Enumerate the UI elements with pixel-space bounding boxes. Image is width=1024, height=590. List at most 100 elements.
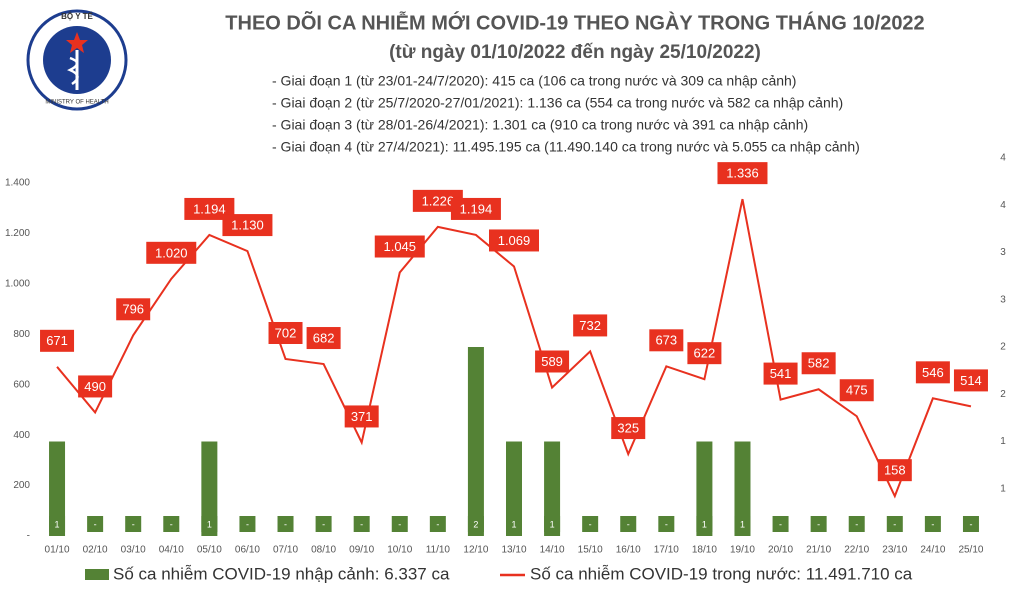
- bar-value-label: -: [284, 519, 287, 529]
- value-label-bg: [353, 516, 370, 532]
- line-value-label: 475: [846, 383, 868, 398]
- value-label-bg: [877, 459, 912, 482]
- line-value-label: 1.226: [422, 193, 455, 208]
- y2-tick-label: 2: [1000, 389, 1006, 400]
- bar-value-label: -: [589, 519, 592, 529]
- value-label-bg: [506, 516, 522, 532]
- x-tick-label: 16/10: [616, 545, 641, 556]
- value-label-bg: [163, 516, 180, 532]
- value-label-bg: [239, 516, 256, 532]
- value-label-bg: [573, 314, 608, 337]
- note: - Giai đoạn 3 (từ 28/01-26/4/2021): 1.30…: [272, 117, 808, 133]
- value-label-bg: [848, 516, 865, 532]
- value-label-bg: [268, 321, 303, 344]
- line-value-label: 541: [770, 366, 792, 381]
- x-tick-label: 01/10: [45, 545, 70, 556]
- value-label-bg: [924, 516, 941, 532]
- line-value-label: 589: [541, 354, 563, 369]
- value-label-bg: [734, 516, 751, 532]
- x-tick-label: 09/10: [349, 545, 374, 556]
- y-tick-label: 1.400: [5, 178, 30, 189]
- line-value-label: 582: [808, 356, 830, 371]
- value-label-bg: [717, 162, 768, 185]
- x-tick-label: 19/10: [730, 545, 755, 556]
- y2-tick-label: 4: [1000, 200, 1006, 211]
- bar-value-label: 1: [511, 519, 516, 529]
- value-label-bg: [658, 516, 675, 532]
- x-tick-label: 25/10: [958, 545, 983, 556]
- bar-value-label: 1: [55, 519, 60, 529]
- value-label-bg: [772, 516, 789, 532]
- bar: [467, 347, 484, 536]
- value-label-bg: [78, 375, 113, 398]
- legend-label: Số ca nhiễm COVID-19 nhập cảnh: 6.337 ca: [113, 564, 450, 583]
- value-label-bg: [450, 197, 501, 220]
- x-tick-label: 03/10: [121, 545, 146, 556]
- value-label-bg: [915, 361, 950, 384]
- bar-value-label: -: [665, 519, 668, 529]
- line-value-label: 1.020: [155, 245, 188, 260]
- value-label-bg: [801, 352, 836, 375]
- bar-value-label: -: [627, 519, 630, 529]
- bar-value-label: -: [779, 519, 782, 529]
- bar-value-label: -: [132, 519, 135, 529]
- legend-swatch: [85, 569, 109, 580]
- value-label-bg: [412, 189, 463, 212]
- x-tick-label: 11/10: [426, 545, 451, 556]
- x-tick-label: 12/10: [463, 545, 488, 556]
- value-label-bg: [40, 329, 75, 352]
- line-value-label: 682: [313, 330, 335, 345]
- value-label-bg: [184, 197, 235, 220]
- chart-subtitle: (từ ngày 01/10/2022 đến ngày 25/10/2022): [389, 42, 761, 63]
- logo: BỘ Y TẾ MINISTRY OF HEALTH: [26, 9, 128, 111]
- y-tick-label: 400: [13, 430, 30, 441]
- value-label-bg: [87, 516, 104, 532]
- value-label-bg: [49, 516, 66, 532]
- y-tick-label: 800: [13, 329, 30, 340]
- x-tick-label: 17/10: [654, 545, 679, 556]
- value-label-bg: [839, 379, 874, 402]
- value-label-bg: [535, 350, 570, 373]
- value-label-bg: [886, 516, 903, 532]
- bar: [544, 441, 561, 536]
- value-label-bg: [201, 516, 218, 532]
- line-value-label: 1.045: [383, 239, 416, 254]
- y-tick-label: -: [27, 531, 30, 542]
- logo-text: MINISTRY OF HEALTH: [45, 100, 108, 106]
- value-label-bg: [391, 516, 408, 532]
- note: - Giai đoạn 4 (từ 27/4/2021): 11.495.195…: [272, 139, 860, 155]
- x-tick-label: 05/10: [197, 545, 222, 556]
- line-value-label: 514: [960, 373, 982, 388]
- value-label-bg: [222, 214, 273, 237]
- y2-tick-label: 4: [1000, 153, 1006, 164]
- value-label-bg: [116, 298, 151, 321]
- x-tick-label: 22/10: [844, 545, 869, 556]
- x-tick-label: 13/10: [501, 545, 526, 556]
- line-value-label: 1.194: [460, 201, 493, 216]
- note: - Giai đoạn 2 (từ 25/7/2020-27/01/2021):…: [272, 95, 843, 111]
- bar: [506, 441, 522, 536]
- bar-value-label: -: [893, 519, 896, 529]
- bar-value-label: -: [170, 519, 173, 529]
- y-tick-label: 600: [13, 379, 30, 390]
- x-tick-label: 10/10: [387, 545, 412, 556]
- x-tick-label: 15/10: [578, 545, 603, 556]
- x-tick-label: 06/10: [235, 545, 260, 556]
- line-value-label: 796: [122, 302, 144, 317]
- value-label-bg: [374, 235, 425, 258]
- bar-value-label: -: [246, 519, 249, 529]
- x-tick-label: 08/10: [311, 545, 336, 556]
- bar-value-label: -: [855, 519, 858, 529]
- line-value-label: 325: [617, 420, 639, 435]
- value-label-bg: [620, 516, 637, 532]
- value-label-bg: [146, 241, 197, 264]
- line-value-label: 490: [84, 379, 106, 394]
- value-label-bg: [344, 405, 379, 428]
- value-label-bg: [763, 362, 798, 385]
- bar: [734, 441, 751, 536]
- bar-value-label: 2: [473, 519, 478, 529]
- line-value-label: 732: [579, 318, 601, 333]
- value-label-bg: [810, 516, 827, 532]
- bar-value-label: -: [969, 519, 972, 529]
